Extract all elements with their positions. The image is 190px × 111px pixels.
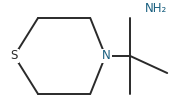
Text: S: S (11, 50, 18, 62)
Text: NH₂: NH₂ (145, 2, 167, 15)
Text: N: N (102, 50, 111, 62)
